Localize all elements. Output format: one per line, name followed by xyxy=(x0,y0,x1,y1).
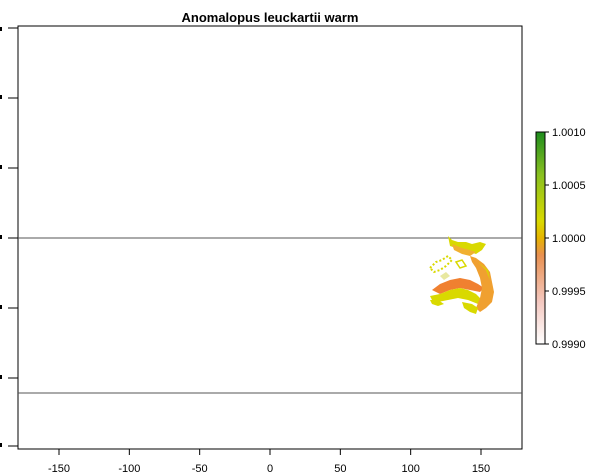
y-axis xyxy=(8,27,18,447)
legend-label: 0.9990 xyxy=(552,339,586,351)
x-tick-label: 50 xyxy=(334,463,346,472)
x-tick-label: 0 xyxy=(267,463,273,472)
legend-label: 0.9995 xyxy=(552,286,586,298)
map-title: Anomalopus leuckartii warm xyxy=(181,10,359,25)
y-axis-fragments xyxy=(0,27,2,447)
x-tick-label: -50 xyxy=(192,463,208,472)
legend-colorbar xyxy=(535,131,546,345)
suitability-raster xyxy=(428,236,494,314)
x-tick-label: 100 xyxy=(401,463,419,472)
legend-label: 1.0005 xyxy=(552,180,586,192)
legend-label: 1.0010 xyxy=(552,127,586,139)
x-axis: -150 -100 -50 0 50 100 150 xyxy=(48,449,490,472)
x-tick-label: 150 xyxy=(472,463,490,472)
legend-label: 1.0000 xyxy=(552,233,586,245)
x-tick-label: -150 xyxy=(48,463,70,472)
x-tick-label: -100 xyxy=(118,463,140,472)
legend-ticks xyxy=(545,131,549,345)
